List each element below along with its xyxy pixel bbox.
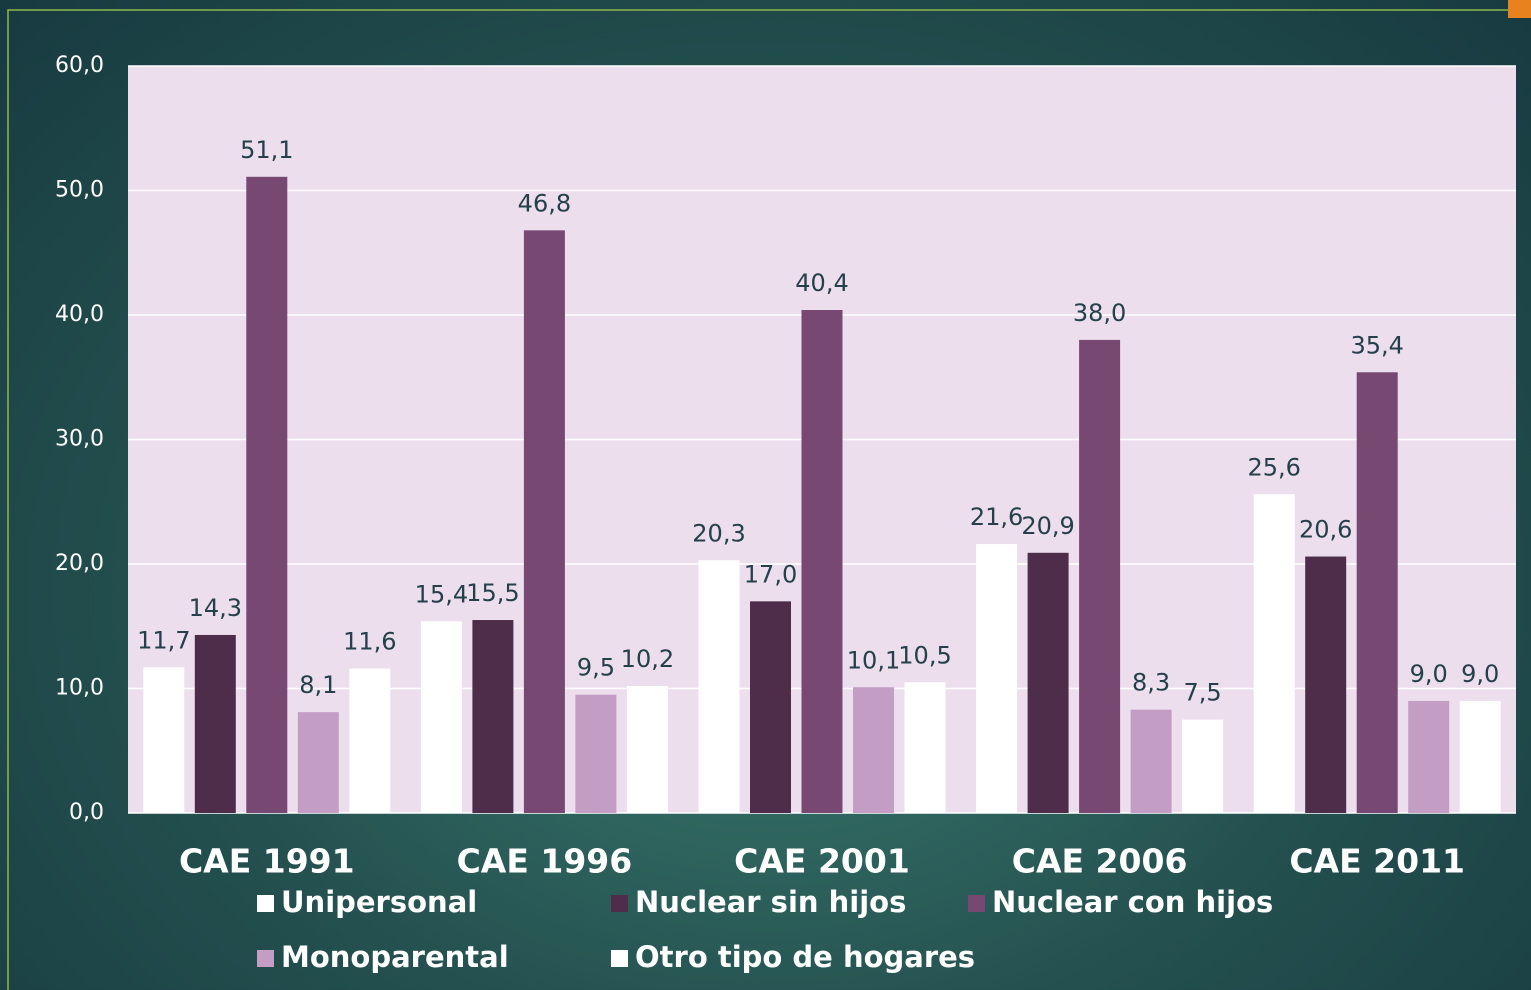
value-label: 10,5	[898, 641, 951, 669]
value-label: 21,6	[970, 503, 1023, 531]
value-label: 7,5	[1184, 679, 1222, 707]
value-label: 20,9	[1021, 512, 1074, 540]
bar	[1305, 556, 1347, 813]
bar	[626, 686, 668, 813]
bar	[750, 601, 791, 813]
bar	[420, 621, 462, 813]
legend-swatch	[257, 895, 274, 912]
y-tick-label: 60,0	[55, 53, 104, 78]
value-label: 35,4	[1350, 331, 1403, 359]
value-label: 11,7	[137, 626, 190, 654]
bar	[1459, 700, 1501, 813]
y-tick-label: 0,0	[69, 800, 104, 825]
legend-swatch	[968, 895, 985, 912]
value-label: 40,4	[795, 269, 848, 297]
value-label: 8,3	[1132, 669, 1170, 697]
value-label: 9,0	[1410, 660, 1448, 688]
value-label: 8,1	[299, 671, 337, 699]
value-label: 46,8	[518, 189, 571, 217]
legend-swatch	[611, 895, 628, 912]
bar	[1408, 700, 1450, 813]
legend-label: Monoparental	[281, 940, 509, 974]
value-label: 9,0	[1461, 660, 1499, 688]
value-label: 10,1	[847, 646, 900, 674]
value-label: 14,3	[189, 594, 242, 622]
legend-label: Unipersonal	[281, 885, 477, 919]
x-tick-label: CAE 2011	[1289, 842, 1465, 881]
bar	[143, 667, 185, 813]
x-tick-label: CAE 2006	[1012, 842, 1188, 881]
bar	[1182, 719, 1224, 813]
bar	[801, 310, 843, 813]
slide-frame	[7, 9, 1531, 990]
y-tick-label: 40,0	[55, 302, 104, 327]
bar	[1130, 709, 1172, 813]
value-label: 20,6	[1299, 516, 1352, 544]
y-tick-label: 50,0	[55, 178, 104, 203]
legend-label: Nuclear con hijos	[992, 885, 1273, 919]
value-label: 25,6	[1247, 453, 1300, 481]
bar	[904, 682, 946, 813]
bar	[698, 560, 740, 813]
y-tick-label: 30,0	[55, 427, 104, 452]
bar	[1079, 339, 1121, 813]
bar	[246, 176, 288, 813]
bar	[349, 668, 391, 813]
legend-label: Otro tipo de hogares	[635, 940, 975, 974]
bar	[976, 544, 1018, 813]
value-label: 38,0	[1073, 299, 1126, 327]
x-tick-label: CAE 2001	[734, 842, 910, 881]
bar	[194, 634, 236, 813]
bar	[472, 620, 514, 813]
bar	[297, 712, 339, 813]
y-tick-label: 20,0	[55, 551, 104, 576]
bar	[1253, 494, 1295, 813]
value-label: 11,6	[343, 628, 396, 656]
bar	[853, 687, 894, 813]
x-tick-label: CAE 1991	[179, 842, 355, 881]
corner-accent	[1508, 0, 1531, 18]
value-label: 51,1	[240, 136, 293, 164]
value-label: 15,5	[466, 579, 519, 607]
x-tick-label: CAE 1996	[457, 842, 633, 881]
value-label: 20,3	[692, 519, 745, 547]
value-label: 17,0	[744, 560, 797, 588]
bar	[1027, 552, 1069, 813]
legend-swatch	[611, 950, 628, 967]
legend-swatch	[257, 950, 274, 967]
y-tick-label: 10,0	[55, 676, 104, 701]
bar	[523, 230, 565, 814]
value-label: 15,4	[415, 580, 468, 608]
legend-label: Nuclear sin hijos	[635, 885, 906, 919]
value-label: 10,2	[621, 645, 674, 673]
value-label: 9,5	[577, 654, 615, 682]
bar	[1356, 372, 1398, 813]
bar	[575, 694, 617, 813]
